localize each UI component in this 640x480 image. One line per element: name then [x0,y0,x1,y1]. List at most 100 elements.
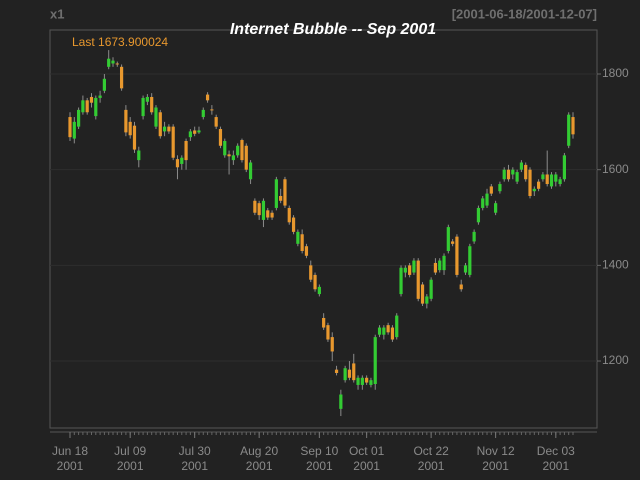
candle-body [218,129,223,146]
candle-body [365,377,369,383]
x-tick-label: Oct 01 2001 [349,444,385,473]
candle-body [481,198,485,208]
candle-body [300,234,304,252]
candle-body [72,121,76,139]
candle-body [81,100,85,113]
candle-body [511,169,515,175]
candle-body [158,112,162,137]
x-tick-label: Oct 22 2001 [413,444,449,473]
candle-body [296,231,300,244]
candle-body [451,241,455,244]
candle-body [124,109,128,133]
candle-body [476,207,481,223]
candle-body [412,260,416,273]
candle-body [420,284,425,304]
candle-body [115,63,119,65]
candle-body [562,155,567,180]
candle-body [549,174,554,187]
candle-body [94,97,98,117]
candle-body [395,315,399,338]
candle-body [498,184,502,192]
candle-body [369,380,373,385]
candle-body [558,179,562,185]
candle-body [356,377,360,385]
candle-body [107,58,111,67]
candle-body [433,262,438,273]
candle-body [494,203,498,213]
candle-body [489,186,493,194]
candle-body [180,157,184,164]
candle-body [425,296,429,304]
candle-body [197,130,201,133]
candle-body [524,164,528,180]
candle-body [240,140,244,161]
candle-body [360,377,364,385]
candle-body [502,169,506,180]
candle-body [330,337,334,352]
candle-body [377,327,382,335]
candle-body [506,169,511,180]
candle-body [382,327,386,335]
candle-body [261,200,266,220]
candle-body [167,126,171,132]
candle-body [339,394,343,409]
candle-body [141,97,145,117]
candle-body [193,130,197,134]
candle-body [446,227,450,252]
candle-body [231,155,235,161]
candle-body [352,363,356,381]
candle-body [347,369,352,378]
candle-body [408,265,412,275]
candle-body [205,94,210,101]
candle-body [132,125,137,150]
candle-body [210,109,214,111]
candle-body [68,117,72,138]
candle-body [390,327,395,340]
candle-body [537,181,541,189]
candle-body [188,131,192,138]
candle-body [309,265,313,280]
candle-body [287,207,291,223]
x-tick-label: Dec 03 2001 [537,444,575,473]
candle-body [279,195,283,201]
x-tick-label: Jun 18 2001 [52,444,88,473]
plot-frame [49,29,598,429]
candle-body [248,162,253,180]
candle-body [334,369,339,373]
candle-body [145,96,149,102]
candle-body [515,172,519,182]
candle-body [463,265,468,273]
candle-body [416,260,420,299]
candle-body [227,154,231,157]
y-tick-label: 1600 [602,162,629,176]
candle-body [214,117,218,127]
x-tick-label: Aug 20 2001 [240,444,278,473]
candle-body [274,179,278,208]
y-tick-label: 1800 [602,66,629,80]
candle-body [541,174,545,180]
candle-body [102,78,106,91]
candle-body [111,60,115,64]
candle-body [150,96,154,113]
x-tick-label: Jul 09 2001 [114,444,146,473]
candle-body [253,200,257,213]
candle-body [532,188,536,192]
candle-body [283,179,287,206]
candles [68,50,575,417]
candle-body [399,267,403,295]
candle-body [201,109,205,118]
candle-body [244,145,248,170]
candle-body [291,217,296,232]
candle-body [76,109,81,127]
candle-body [442,255,446,271]
candle-body [485,193,489,206]
candle-body [571,117,575,135]
candle-body [386,325,390,333]
candle-body [236,145,240,156]
candle-body [270,212,274,218]
candle-body [137,150,141,161]
candle-body [317,286,321,295]
candle-body [459,284,463,290]
x-tick-label: Nov 12 2001 [477,444,515,473]
candle-body [403,267,407,273]
